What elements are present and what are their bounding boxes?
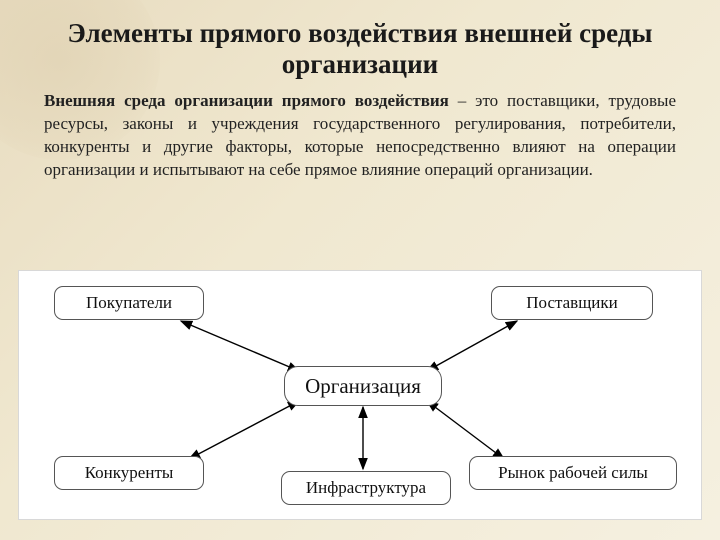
diagram-node-suppliers: Поставщики (491, 286, 653, 320)
edge-center-buyers (181, 321, 299, 371)
diagram-node-infra: Инфраструктура (281, 471, 451, 505)
diagram-node-center: Организация (284, 366, 442, 406)
edge-center-competitors (189, 401, 299, 459)
network-diagram: Организация Покупатели Поставщики Конкурент… (19, 271, 701, 519)
edge-center-suppliers (427, 321, 517, 371)
diagram-node-buyers: Покупатели (54, 286, 204, 320)
edge-center-labor (427, 401, 504, 459)
definition-lead: Внешняя среда организации прямого воздей… (44, 91, 449, 110)
definition-paragraph: Внешняя среда организации прямого воздей… (44, 90, 676, 182)
diagram-node-competitors: Конкуренты (54, 456, 204, 490)
slide-content: Элементы прямого воздействия внешней сре… (0, 0, 720, 182)
diagram-container: Организация Покупатели Поставщики Конкурент… (18, 270, 702, 520)
diagram-node-labor: Рынок рабочей силы (469, 456, 677, 490)
slide-title: Элементы прямого воздействия внешней сре… (44, 18, 676, 80)
